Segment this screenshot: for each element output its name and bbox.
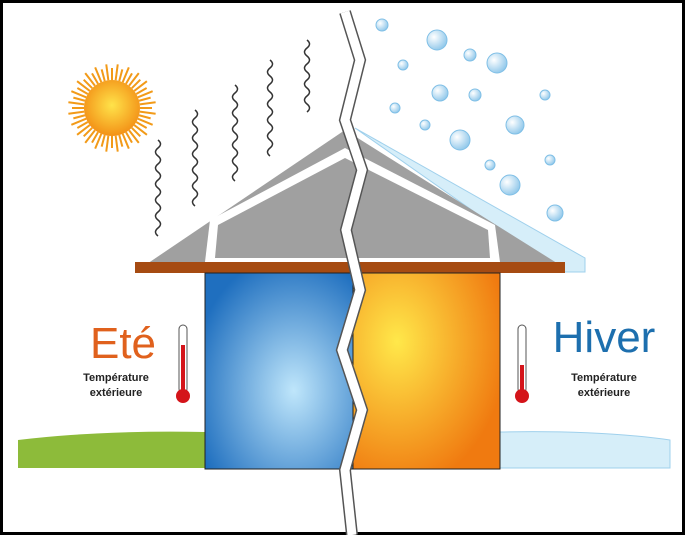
sun-ray bbox=[131, 127, 141, 137]
sun-ray bbox=[137, 90, 154, 99]
divider bbox=[337, 10, 367, 535]
snowflake bbox=[499, 174, 521, 196]
winter-label: Température bbox=[571, 372, 637, 384]
thermometer bbox=[515, 324, 529, 403]
sun-ray bbox=[139, 110, 156, 115]
sun-ray bbox=[68, 101, 85, 106]
snowflake bbox=[539, 89, 551, 101]
sun-ray bbox=[138, 114, 151, 120]
sun-ray bbox=[133, 80, 148, 92]
sun-ray bbox=[128, 72, 140, 87]
sun-ray bbox=[135, 87, 148, 95]
sun-ray bbox=[100, 69, 106, 82]
heat-wave bbox=[266, 59, 274, 157]
sun-ray bbox=[91, 72, 99, 85]
heat-wave bbox=[191, 109, 199, 207]
snowflake bbox=[486, 52, 508, 74]
sun-ray bbox=[118, 69, 124, 82]
snowflake bbox=[449, 129, 471, 151]
sun-ray bbox=[68, 110, 85, 115]
sun-ray bbox=[121, 133, 130, 150]
sun-ray bbox=[73, 96, 86, 102]
sun bbox=[84, 80, 140, 136]
sun-ray bbox=[84, 129, 96, 144]
sun-ray bbox=[125, 131, 133, 144]
snowflake bbox=[426, 29, 448, 51]
sun-ray bbox=[76, 124, 91, 136]
snowflakes bbox=[375, 18, 564, 222]
sun-ray bbox=[121, 66, 130, 83]
sun-ray bbox=[70, 90, 87, 99]
snowflake bbox=[544, 154, 556, 166]
sun-ray bbox=[70, 117, 87, 126]
sun-ray bbox=[114, 64, 119, 81]
snowflake bbox=[431, 84, 449, 102]
sun-ray bbox=[128, 129, 140, 144]
snowflake bbox=[546, 204, 564, 222]
sun-ray bbox=[76, 80, 91, 92]
summer-title: Eté bbox=[90, 319, 156, 368]
winter-label: extérieure bbox=[578, 387, 631, 399]
sun-rays bbox=[68, 64, 156, 152]
sun-ray bbox=[83, 79, 93, 89]
sun-ray bbox=[84, 72, 96, 87]
sun-ray bbox=[118, 134, 124, 147]
sun-ray bbox=[105, 64, 110, 81]
sun-ray bbox=[135, 121, 148, 129]
sun-ray bbox=[91, 131, 99, 144]
snowflake bbox=[463, 48, 477, 62]
sun-ray bbox=[76, 87, 89, 95]
snowflake bbox=[397, 59, 409, 71]
snowflake bbox=[484, 159, 496, 171]
summer-label: Température bbox=[83, 372, 149, 384]
sun-ray bbox=[133, 124, 148, 136]
sun-ray bbox=[94, 66, 103, 83]
sun-ray bbox=[76, 121, 89, 129]
sun-ray bbox=[100, 134, 106, 147]
winter-wall bbox=[352, 272, 501, 470]
snowflake bbox=[389, 102, 401, 114]
sun-ray bbox=[73, 114, 86, 120]
sun-ray bbox=[139, 101, 156, 106]
grass bbox=[18, 431, 205, 468]
winter-title: Hiver bbox=[553, 313, 656, 362]
sun-ray bbox=[83, 127, 93, 137]
heat-wave bbox=[154, 139, 162, 237]
snowflake bbox=[419, 119, 431, 131]
snowflake bbox=[375, 18, 389, 32]
sun-ray bbox=[105, 135, 110, 152]
sun-ray bbox=[138, 96, 151, 102]
heat-wave bbox=[303, 39, 311, 113]
sun-ray bbox=[125, 72, 133, 85]
summer-label: extérieure bbox=[90, 387, 143, 399]
heat-wave bbox=[231, 84, 239, 182]
thermometer bbox=[176, 324, 190, 403]
sun-ray bbox=[131, 79, 141, 89]
sun-ray bbox=[114, 135, 119, 152]
snowflake bbox=[468, 88, 482, 102]
sun-ray bbox=[137, 117, 154, 126]
heat-waves bbox=[154, 39, 311, 237]
summer-wall bbox=[204, 272, 354, 470]
snow-ground bbox=[499, 431, 671, 469]
snowflake bbox=[505, 115, 525, 135]
sun-ray bbox=[94, 133, 103, 150]
